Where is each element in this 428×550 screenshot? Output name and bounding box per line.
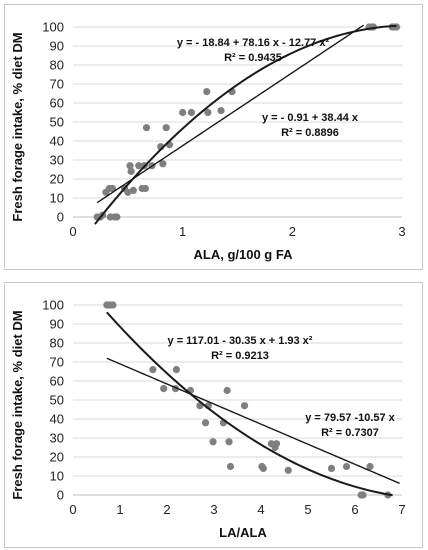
chart-la-ala-linear-r2: R² = 0.7307	[321, 427, 379, 439]
quadratic-fit-curve	[106, 311, 393, 497]
chart-ala-plot: 0 10 20 30 40 50 60 70 80 90 100 0 1 2 3 ALA, g/100 g …	[10, 20, 406, 263]
y-tick-label: 90	[50, 317, 64, 332]
y-tick-label: 40	[50, 412, 64, 427]
data-point	[159, 160, 167, 168]
y-tick-label: 60	[50, 96, 64, 111]
x-tick-label: 4	[257, 502, 264, 517]
y-tick-label: 20	[50, 450, 64, 465]
chart-ala-ylabel: Fresh forage intake, % diet DM	[10, 32, 25, 221]
data-point	[113, 213, 121, 221]
x-tick-label: 0	[69, 224, 76, 239]
data-point	[204, 108, 212, 117]
y-tick-label: 10	[50, 191, 64, 206]
y-tick-label: 60	[50, 374, 64, 389]
data-point	[272, 440, 281, 448]
data-point	[327, 464, 336, 472]
chart-ala-linear-r2: R² = 0.8896	[281, 127, 339, 139]
y-tick-label: 70	[50, 355, 64, 370]
chart-ala: 0 10 20 30 40 50 60 70 80 90 100 0 1 2 3 ALA, g/100 g …	[4, 4, 423, 270]
data-point	[142, 124, 151, 132]
data-point	[226, 462, 235, 471]
y-tick-label: 80	[50, 58, 64, 73]
data-point	[223, 386, 231, 395]
y-tick-label: 80	[50, 336, 64, 351]
chart-la-ala-plot: 0 10 20 30 40 50 60 70 80 90 100 0 1 2 3 4 5 6 7 LA/ALA Fr…	[10, 298, 406, 541]
x-tick-label: 3	[398, 224, 405, 239]
data-point	[284, 466, 292, 474]
data-point	[149, 366, 157, 374]
y-tick-label: 10	[50, 469, 64, 484]
y-tick-label: 0	[57, 210, 64, 225]
y-tick-label: 70	[50, 77, 64, 92]
chart-ala-linear-equation: y = - 0.91 + 38.44 x	[262, 112, 359, 124]
x-tick-label: 6	[351, 502, 358, 517]
data-point	[366, 462, 374, 471]
chart-ala-xlabel: ALA, g/100 g FA	[194, 247, 294, 262]
data-point	[129, 186, 137, 194]
chart-ala-poly-r2: R² = 0.9435	[224, 52, 282, 64]
x-tick-label: 5	[304, 502, 311, 517]
y-tick-label: 100	[42, 20, 64, 35]
data-point	[108, 184, 117, 193]
data-point	[201, 419, 210, 427]
x-tick-label: 1	[179, 224, 186, 239]
x-tick-label: 1	[116, 502, 123, 517]
y-tick-label: 30	[50, 431, 64, 446]
y-tick-label: 50	[50, 115, 64, 130]
y-tick-label: 30	[50, 153, 64, 168]
data-point	[160, 385, 168, 393]
chart-ala-poly-equation: y = - 18.84 + 78.16 x - 12.77 x²	[177, 37, 330, 49]
data-point	[127, 167, 135, 175]
data-point	[141, 184, 149, 193]
data-point	[217, 107, 225, 115]
y-tick-label: 40	[50, 134, 64, 149]
x-tick-label: 3	[210, 502, 217, 517]
data-point	[342, 462, 351, 471]
linear-fit-line	[106, 357, 400, 485]
data-point	[187, 108, 196, 117]
quadratic-fit-curve	[94, 24, 397, 225]
data-point	[172, 366, 180, 374]
data-point	[135, 162, 143, 170]
x-tick-label: 7	[398, 502, 405, 517]
data-point	[162, 124, 170, 132]
data-point	[209, 438, 217, 446]
x-tick-label: 2	[289, 224, 296, 239]
chart-la-ala-ylabel: Fresh forage intake, % diet DM	[10, 310, 25, 499]
data-point	[259, 464, 267, 472]
data-point	[109, 301, 117, 309]
y-tick-label: 50	[50, 393, 64, 408]
x-tick-label: 0	[69, 502, 76, 517]
chart-la-ala-linear-equation: y = 79.57 -10.57 x	[305, 412, 395, 424]
data-point	[126, 162, 134, 170]
chart-la-ala: 0 10 20 30 40 50 60 70 80 90 100 0 1 2 3 4 5 6 7 LA/ALA Fr…	[4, 282, 423, 548]
chart-la-ala-poly-equation: y = 117.01 - 30.35 x + 1.93 x²	[168, 335, 313, 347]
data-point	[179, 108, 187, 117]
y-tick-label: 0	[57, 488, 64, 503]
data-point	[225, 438, 233, 446]
data-point	[240, 402, 249, 410]
data-point	[359, 491, 367, 499]
linear-fit-line	[96, 24, 365, 204]
chart-la-ala-poly-r2: R² = 0.9213	[211, 350, 269, 362]
data-point	[124, 188, 132, 196]
data-point	[203, 88, 211, 96]
x-tick-label: 2	[163, 502, 170, 517]
y-tick-label: 90	[50, 39, 64, 54]
y-tick-label: 20	[50, 172, 64, 187]
chart-la-ala-xlabel: LA/ALA	[219, 525, 267, 540]
y-tick-label: 100	[42, 298, 64, 313]
